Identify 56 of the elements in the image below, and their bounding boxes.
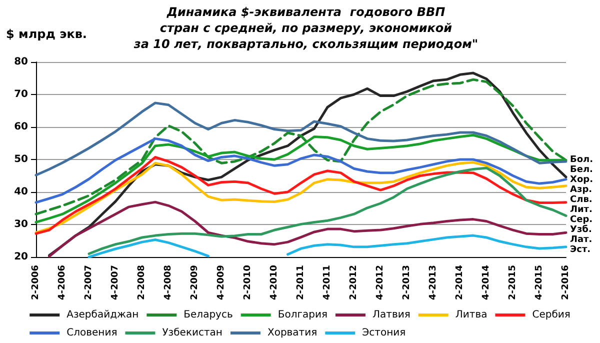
x-tick-label: 4-2006 bbox=[58, 265, 68, 300]
y-tick-label: 70 bbox=[14, 89, 28, 100]
x-tick-label: 2-2009 bbox=[190, 265, 200, 300]
legend-label: Литва bbox=[455, 310, 488, 320]
line-series bbox=[48, 200, 568, 258]
chart-title: Динамика $-эквивалента годового ВВП стран с средней, по размеру, экономикой за 10 лет, поквартально, скользящим периодом" bbox=[132, 5, 478, 51]
annotation: Азр. bbox=[570, 185, 592, 196]
y-tick-label: 50 bbox=[14, 154, 28, 165]
x-tick-label: 2-2014 bbox=[455, 265, 465, 300]
x-tick-label: 4-2007 bbox=[110, 265, 120, 300]
legend-label: Узбекистан bbox=[162, 328, 222, 338]
legend-label: Словения bbox=[66, 328, 118, 338]
x-tick-label: 4-2008 bbox=[164, 265, 174, 300]
y-tick-label: 20 bbox=[14, 252, 28, 262]
line-series bbox=[88, 166, 568, 255]
legend-label: Латвия bbox=[372, 310, 410, 320]
x-tick-label: 2-2008 bbox=[137, 265, 147, 300]
x-tick-label: 4-2009 bbox=[216, 265, 226, 300]
y-tick-label: 40 bbox=[14, 186, 28, 198]
annotation: Эст. bbox=[570, 245, 591, 256]
x-tick-label: 4-2011 bbox=[322, 265, 332, 300]
x-tick-label: 2-2007 bbox=[84, 265, 94, 300]
line-series bbox=[34, 134, 568, 224]
line-series bbox=[34, 137, 568, 204]
x-tick-label: 2-2013 bbox=[402, 265, 412, 300]
x-tick-label: 4-2013 bbox=[428, 265, 438, 300]
line-series bbox=[34, 78, 568, 216]
y-tick-label: 80 bbox=[14, 56, 28, 68]
y-axis-title: $ млрд экв. bbox=[6, 27, 87, 41]
x-tick-label: 4-2014 bbox=[482, 265, 492, 300]
x-tick-label: 4-2012 bbox=[376, 265, 386, 300]
annotation: Лат. bbox=[570, 235, 592, 246]
legend-label: Болгария bbox=[278, 310, 328, 320]
annotation: Бел. bbox=[570, 165, 593, 176]
legend-label: Эстония bbox=[362, 328, 406, 338]
x-tick-label: 2-2011 bbox=[296, 265, 306, 300]
legend-label: Беларусь bbox=[184, 310, 233, 320]
x-tick-label: 2-2006 bbox=[31, 265, 41, 300]
x-tick-label: 2-2012 bbox=[349, 265, 359, 300]
annotation: Узб. bbox=[570, 224, 592, 236]
x-tick-label: 2-2010 bbox=[243, 265, 253, 300]
y-tick-label: 60 bbox=[14, 122, 28, 132]
annotation: Хор. bbox=[570, 175, 593, 186]
x-tick-label: 4-2015 bbox=[534, 265, 544, 300]
annotation: Бол. bbox=[570, 155, 594, 166]
x-tick-label: 2-2015 bbox=[508, 265, 518, 300]
annotation: Слв. bbox=[570, 195, 592, 206]
x-tick-label: 2-2016 bbox=[561, 265, 571, 300]
x-tick-label: 4-2010 bbox=[270, 265, 280, 300]
legend-label: Азербайджан bbox=[66, 310, 139, 320]
annotation: Лит. bbox=[570, 205, 592, 216]
annotation: Сер. bbox=[570, 215, 593, 226]
legend-label: Сербия bbox=[532, 310, 570, 320]
line-series bbox=[34, 102, 568, 176]
y-tick-label: 30 bbox=[14, 219, 28, 230]
legend-label: Хорватия bbox=[267, 328, 318, 338]
